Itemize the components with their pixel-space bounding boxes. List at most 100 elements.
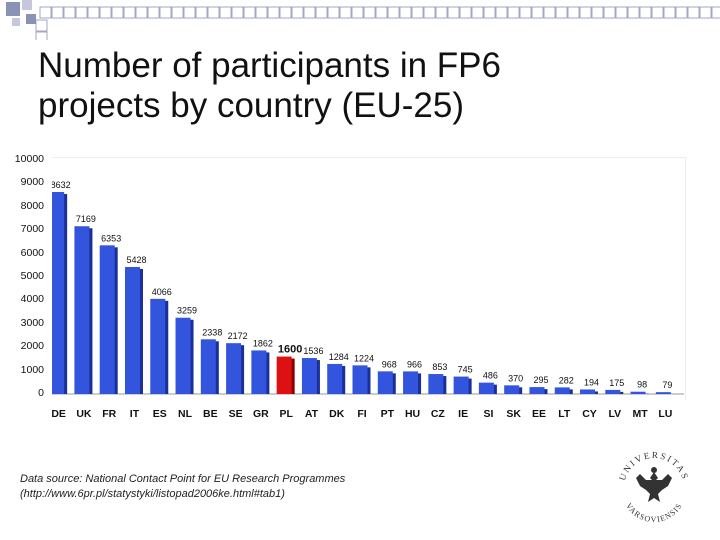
category-label-DE: DE: [52, 408, 66, 420]
category-label-EE: EE: [532, 408, 546, 420]
value-label-PT: 968: [382, 359, 397, 369]
decorative-outline-square-8: [135, 6, 148, 19]
category-label-HU: HU: [405, 408, 420, 420]
decorative-outline-square-2: [63, 6, 76, 19]
data-source-url: (http://www.6pr.pl/statystyki/listopad20…: [20, 488, 285, 500]
value-label-PL: 1600: [278, 344, 302, 356]
decorative-outline-square-12: [183, 6, 196, 19]
decorative-outline-square-37: [483, 6, 496, 19]
decorative-outline-square-21: [291, 6, 304, 19]
decorative-square-1: [22, 0, 32, 10]
decorative-outline-square-41: [531, 6, 544, 19]
value-label-AT: 1536: [303, 346, 323, 356]
decorative-outline-square-54: [687, 6, 700, 19]
bar-NL: [175, 317, 191, 394]
decorative-outline-square-20: [279, 6, 292, 19]
decorative-outline-square-45: [579, 6, 592, 19]
y-tick-label-2000: 2000: [20, 340, 44, 353]
decorative-outline-square-28: [375, 6, 388, 19]
decorative-outline-square-7: [123, 6, 136, 19]
bar-LT: [554, 387, 570, 394]
bar-BE: [200, 339, 216, 394]
decorative-outline-square-25: [339, 6, 352, 19]
y-tick-label-4000: 4000: [20, 293, 44, 306]
decorative-outline-square-40: [519, 6, 532, 19]
value-label-LV: 175: [609, 378, 624, 388]
decorative-outline-square-18: [255, 6, 268, 19]
bar-EE: [529, 387, 545, 394]
decorative-outline-square-16: [231, 6, 244, 19]
value-label-GR: 1862: [253, 338, 273, 348]
category-label-ES: ES: [153, 408, 167, 420]
bar-DK: [327, 363, 343, 394]
value-label-CZ: 853: [432, 362, 447, 372]
decorative-outline-square-33: [435, 6, 448, 19]
y-tick-label-1000: 1000: [20, 363, 44, 376]
category-label-DK: DK: [329, 408, 345, 420]
value-label-ES: 4066: [152, 287, 172, 297]
category-label-GR: GR: [253, 408, 269, 420]
value-label-EE: 295: [533, 375, 548, 385]
bar-PL: [276, 356, 292, 394]
category-label-IE: IE: [458, 408, 468, 420]
decorative-outline-square-11: [171, 6, 184, 19]
decorative-outline-square-38: [495, 6, 508, 19]
university-seal-logo: UNIVERSITAS VARSOVIENSIS: [617, 450, 689, 524]
category-label-UK: UK: [76, 408, 92, 420]
decorative-outline-square-10: [159, 6, 172, 19]
decorative-outline-square-4: [87, 6, 100, 19]
eagle-icon: [636, 467, 672, 502]
value-label-LT: 282: [559, 375, 574, 385]
value-label-BE: 2338: [202, 327, 222, 337]
data-source-line-1: Data source: National Contact Point for …: [20, 473, 346, 485]
category-label-FR: FR: [102, 408, 116, 420]
category-label-LT: LT: [558, 408, 571, 420]
value-label-MT: 98: [637, 380, 647, 390]
category-label-CY: CY: [582, 408, 597, 420]
value-label-DK: 1284: [329, 352, 349, 362]
category-label-PT: PT: [381, 408, 395, 420]
decorative-outline-square-col-0: [35, 19, 48, 32]
decorative-outline-square-55: [699, 6, 712, 19]
bar-FR: [99, 245, 115, 394]
slide-title-line-2: projects by country (EU-25): [38, 86, 464, 125]
slide-title-line-1: Number of participants in FP6: [38, 46, 501, 85]
bar-PT: [377, 371, 393, 394]
bar-FI: [352, 365, 368, 394]
decorative-outline-square-36: [471, 6, 484, 19]
category-label-SK: SK: [506, 408, 521, 420]
category-label-LV: LV: [608, 408, 621, 420]
value-label-UK: 7169: [76, 214, 96, 224]
decorative-outline-square-5: [99, 6, 112, 19]
decorative-outline-square-35: [459, 6, 472, 19]
decorative-outline-square-30: [399, 6, 412, 19]
bar-AT: [301, 358, 317, 394]
decorative-outline-square-49: [627, 6, 640, 19]
category-label-IT: IT: [130, 408, 140, 420]
decorative-outline-square-32: [423, 6, 436, 19]
decorative-outline-square-27: [363, 6, 376, 19]
decorative-outline-square-47: [603, 6, 616, 19]
category-label-SE: SE: [229, 408, 243, 420]
decorative-outline-square-26: [351, 6, 364, 19]
y-tick-label-3000: 3000: [20, 316, 44, 329]
decorative-outline-square-44: [567, 6, 580, 19]
bar-HU: [403, 371, 419, 394]
y-tick-label-5000: 5000: [20, 270, 44, 282]
value-label-SK: 370: [508, 373, 523, 383]
value-label-CY: 194: [584, 377, 599, 387]
bar-SE: [226, 343, 242, 394]
category-label-FI: FI: [357, 408, 366, 420]
bar-UK: [74, 226, 90, 394]
bar-SI: [478, 382, 494, 394]
decorative-outline-square-50: [639, 6, 652, 19]
decorative-outline-square-39: [507, 6, 520, 19]
decorative-outline-square-3: [75, 6, 88, 19]
bar-IT: [124, 266, 140, 394]
bar-ES: [150, 298, 166, 394]
bar-LU: [655, 392, 671, 394]
bar-CY: [580, 389, 596, 394]
decorative-outline-square-56: [711, 6, 720, 19]
decorative-outline-square-23: [315, 6, 328, 19]
decorative-outline-square-53: [675, 6, 688, 19]
